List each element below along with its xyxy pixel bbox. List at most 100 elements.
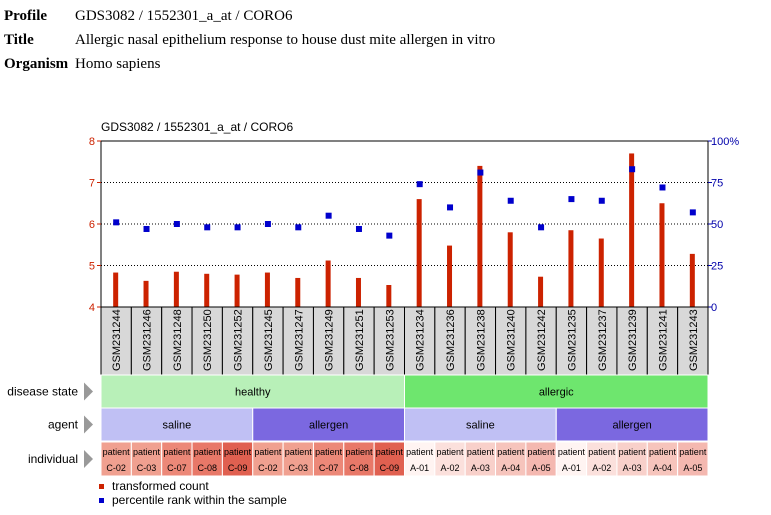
sample-label: GSM231249	[324, 309, 336, 371]
left-tick-label: 8	[89, 136, 95, 148]
individual-cell-top: patient	[285, 447, 313, 457]
count-bar	[629, 153, 635, 307]
individual-cell-id: C-08	[197, 463, 217, 473]
row-label: individual	[28, 452, 78, 466]
sample-label: GSM231240	[506, 309, 518, 371]
percentile-point	[447, 204, 454, 211]
right-tick-label: 25	[711, 261, 723, 273]
individual-cell-id: A-01	[410, 463, 429, 473]
left-tick-label: 6	[89, 219, 95, 231]
legend-label: percentile rank within the sample	[112, 493, 287, 507]
individual-cell	[495, 441, 527, 477]
percentile-point	[416, 181, 423, 188]
percentile-point	[325, 212, 332, 219]
individual-cell	[404, 441, 436, 477]
chart-title: GDS3082 / 1552301_a_at / CORO6	[101, 120, 293, 134]
annotation-band	[555, 407, 709, 442]
individual-cell-top: patient	[497, 447, 525, 457]
individual-cell-top: patient	[406, 447, 434, 457]
individual-cell-top: patient	[649, 447, 677, 457]
sample-cell	[343, 306, 375, 376]
percentile-point	[386, 232, 393, 239]
sample-label: GSM231241	[657, 309, 669, 371]
sample-label: GSM231234	[415, 309, 427, 371]
percentile-point	[264, 221, 271, 227]
percentile-point	[659, 184, 666, 191]
annotation-band-label: allergen	[613, 420, 652, 432]
percentile-point	[234, 224, 241, 231]
individual-cell	[130, 441, 163, 477]
individual-cell-top: patient	[103, 447, 131, 457]
individual-cell-id: C-03	[289, 463, 309, 473]
title-value: Allergic nasal epithelium response to ho…	[75, 32, 496, 48]
title-label: Title	[4, 32, 34, 48]
individual-cell-top: patient	[315, 447, 343, 457]
sample-label: GSM231243	[688, 309, 700, 371]
individual-cell-id: A-02	[441, 463, 460, 473]
sample-label: GSM231253	[384, 309, 396, 371]
individual-cell-top: patient	[376, 447, 404, 457]
individual-cell-top: patient	[528, 447, 556, 457]
sample-cell	[616, 306, 648, 376]
right-tick-label: 75	[711, 178, 723, 190]
sample-cell	[464, 306, 497, 376]
sample-label: GSM231239	[627, 309, 639, 371]
right-tick-label: 100%	[711, 136, 739, 148]
percentile-point	[689, 209, 696, 216]
percentile-point	[629, 166, 636, 173]
individual-cell-top: patient	[679, 447, 707, 457]
individual-cell-top: patient	[345, 447, 373, 457]
legend-swatch	[99, 484, 104, 489]
sample-label: GSM231247	[293, 309, 305, 371]
individual-cell-top: patient	[588, 447, 616, 457]
individual-cell	[646, 441, 679, 477]
percentile-point	[295, 224, 302, 231]
left-tick-label: 4	[89, 302, 95, 314]
left-tick-label: 7	[89, 178, 95, 190]
annotation-band	[404, 407, 557, 442]
sample-cell	[555, 306, 588, 376]
individual-cell-id: C-02	[106, 463, 126, 473]
count-bar	[538, 276, 544, 307]
annotation-band	[404, 374, 709, 409]
percentile-point	[477, 169, 484, 176]
sample-label: GSM231236	[445, 309, 457, 371]
sample-label: GSM231251	[354, 309, 366, 371]
individual-cell	[191, 441, 223, 477]
individual-cell-top: patient	[619, 447, 647, 457]
individual-cell-id: A-03	[623, 463, 642, 473]
expand-arrow-icon	[84, 415, 93, 434]
individual-cell-id: A-05	[683, 463, 702, 473]
annotation-band-label: healthy	[235, 387, 271, 399]
annotation-band-label: allergic	[539, 387, 574, 399]
annotation-band-label: saline	[163, 420, 192, 432]
sample-label: GSM231238	[475, 309, 487, 371]
sample-cell	[434, 306, 466, 376]
percentile-point	[173, 221, 180, 227]
individual-cell-id: A-02	[592, 463, 611, 473]
sample-label: GSM231244	[111, 309, 123, 371]
sample-cell	[404, 306, 436, 376]
sample-label: GSM231252	[233, 309, 245, 371]
individual-cell-id: A-05	[532, 463, 551, 473]
sample-cell	[586, 306, 618, 376]
count-bar	[234, 274, 240, 307]
individual-cell-id: A-03	[471, 463, 490, 473]
individual-cell	[221, 441, 254, 477]
profile-value: GDS3082 / 1552301_a_at / CORO6	[75, 8, 293, 24]
sample-cell	[525, 306, 557, 376]
count-bar	[659, 203, 665, 307]
count-bar	[568, 230, 574, 307]
individual-cell-top: patient	[224, 447, 252, 457]
individual-cell-id: C-07	[167, 463, 187, 473]
percentile-point	[204, 224, 211, 231]
sample-label: GSM231248	[172, 309, 184, 371]
sample-label: GSM231235	[566, 309, 578, 371]
individual-cell-top: patient	[558, 447, 586, 457]
individual-cell-top: patient	[437, 447, 465, 457]
individual-cell-id: C-09	[228, 463, 248, 473]
individual-cell	[434, 441, 466, 477]
count-bar	[113, 272, 119, 307]
percentile-point	[538, 224, 545, 231]
